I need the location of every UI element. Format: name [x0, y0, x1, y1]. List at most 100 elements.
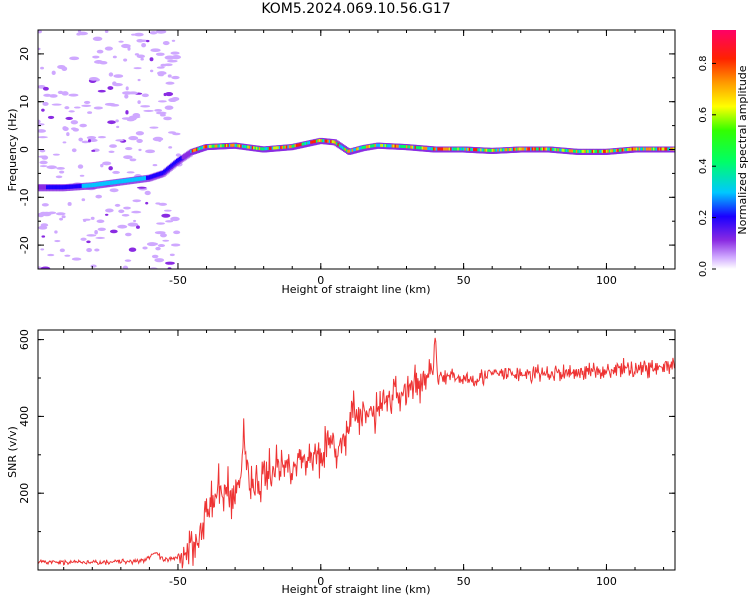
noise-blob	[170, 243, 181, 247]
colorbar-tick-label: 0.8	[698, 55, 709, 71]
noise-blob	[170, 51, 180, 55]
noise-blob	[47, 211, 57, 215]
noise-blob	[124, 259, 132, 262]
noise-blob	[61, 66, 68, 71]
noise-blob	[94, 230, 98, 235]
noise-blob	[67, 201, 72, 206]
noise-blob	[73, 106, 81, 109]
x-tick-label: 50	[457, 575, 471, 588]
colorbar-ticks: 0.0 0.2 0.4 0.6 0.8	[698, 55, 716, 277]
x-tick-label: 0	[317, 575, 324, 588]
noise-blob	[136, 138, 143, 144]
noise-blob	[175, 153, 182, 157]
noise-blob	[136, 39, 144, 43]
noise-blob	[161, 213, 171, 218]
noise-blob	[163, 116, 172, 121]
noise-blob	[128, 91, 138, 95]
noise-blob	[89, 77, 99, 81]
noise-blob	[135, 225, 140, 229]
noise-blob	[157, 100, 167, 103]
noise-blob	[51, 103, 62, 106]
noise-blob	[121, 43, 131, 49]
spectrogram-y-ticks: -20 -10 0 10 20	[18, 29, 675, 270]
noise-blob	[121, 213, 130, 217]
noise-blob	[87, 111, 93, 114]
noise-blob	[96, 49, 104, 54]
noise-blob	[76, 32, 81, 36]
noise-blob	[81, 198, 86, 202]
x-tick-label: -50	[169, 274, 187, 287]
colorbar-tick-label: 0.6	[698, 107, 709, 123]
noise-blob	[40, 66, 44, 70]
noise-blob	[164, 105, 174, 110]
snr-frame	[37, 329, 676, 571]
noise-blob	[122, 265, 129, 269]
noise-blob	[145, 201, 149, 205]
x-tick-label: 100	[596, 274, 617, 287]
noise-blob	[123, 58, 128, 62]
noise-blob	[123, 206, 131, 210]
noise-blob	[131, 33, 136, 36]
noise-blob	[156, 66, 165, 69]
noise-blob	[47, 253, 55, 257]
noise-blob	[164, 91, 174, 97]
noise-blob	[94, 60, 104, 64]
noise-blob	[41, 235, 46, 238]
noise-blob	[126, 171, 135, 174]
noise-blob	[104, 46, 113, 51]
noise-blob	[141, 42, 147, 48]
noise-blob	[142, 246, 148, 250]
noise-blob	[118, 209, 125, 214]
noise-blob	[133, 32, 144, 37]
noise-blob	[95, 236, 106, 239]
noise-blob	[65, 116, 73, 120]
noise-blob	[42, 86, 49, 91]
spectrogram-x-label: Height of straight line (km)	[281, 283, 430, 296]
noise-blob	[129, 158, 137, 162]
noise-blob	[123, 155, 133, 160]
noise-blob	[137, 100, 141, 105]
noise-blob	[147, 242, 159, 246]
noise-blob	[109, 229, 118, 234]
noise-blob	[112, 81, 117, 86]
noise-blob	[51, 70, 56, 75]
noise-blob	[163, 209, 172, 212]
noise-blob	[168, 98, 178, 103]
noise-blob	[140, 57, 144, 61]
noise-blob	[145, 149, 156, 154]
noise-blob	[96, 219, 105, 224]
noise-blob	[40, 248, 45, 251]
noise-blob	[82, 218, 91, 221]
x-tick-label: 0	[317, 274, 324, 287]
snr-y-ticks: 200 400 600	[18, 329, 675, 571]
noise-blob	[171, 54, 182, 60]
noise-blob	[150, 48, 161, 53]
noise-blob	[141, 93, 149, 98]
noise-blob	[77, 30, 82, 33]
noise-blob	[170, 216, 180, 222]
noise-blob	[79, 123, 87, 128]
colorbar-tick-label: 0.0	[698, 261, 709, 277]
noise-blob	[38, 123, 45, 126]
noise-blob	[112, 55, 117, 59]
noise-blob	[66, 132, 70, 137]
noise-blob	[83, 100, 91, 105]
noise-blob	[78, 137, 83, 142]
noise-blob	[140, 105, 151, 108]
noise-blob	[86, 247, 92, 253]
noise-blob	[38, 30, 42, 34]
noise-blob	[136, 54, 146, 59]
noise-blob	[64, 254, 71, 257]
noise-blob	[108, 150, 115, 153]
noise-blob	[81, 104, 92, 107]
spectrogram-panel: -50 0 50 100 -20 -10 0 10 20 Height of straight…	[6, 29, 676, 296]
noise-blob	[108, 72, 114, 77]
noise-blob	[156, 222, 165, 225]
spectrogram-x-ticks: -50 0 50 100	[63, 30, 665, 287]
noise-blob	[100, 163, 104, 168]
noise-blob	[55, 212, 66, 216]
noise-blob	[56, 167, 65, 170]
noise-blob	[86, 240, 91, 244]
noise-blob	[136, 186, 147, 189]
noise-blob	[91, 149, 96, 152]
